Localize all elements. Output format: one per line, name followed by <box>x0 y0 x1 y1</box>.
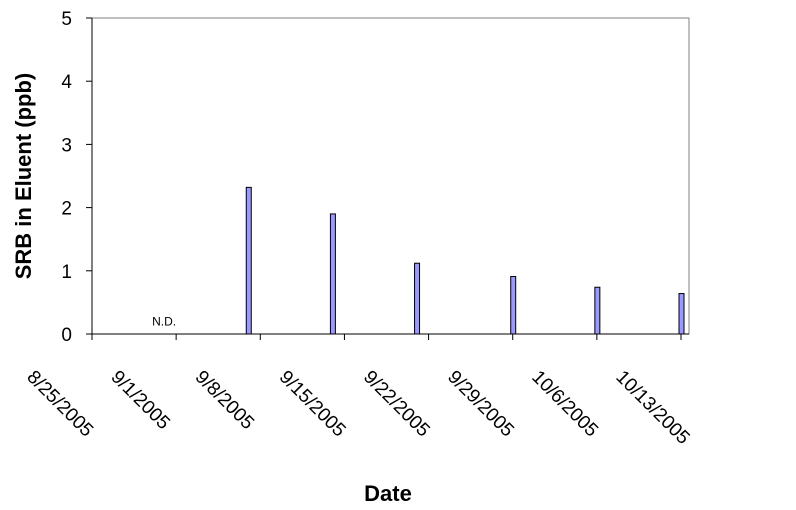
bar <box>510 275 517 335</box>
x-tick-label: 9/15/2005 <box>275 367 350 442</box>
x-tick-label: 10/13/2005 <box>611 367 693 449</box>
x-tick-label: 9/1/2005 <box>107 367 174 434</box>
y-tick-label: 4 <box>61 72 72 93</box>
bar <box>594 286 601 335</box>
y-axis-ticks: 0 1 2 3 4 5 <box>61 9 92 346</box>
y-tick-label: 3 <box>61 135 72 156</box>
y-tick-label: 2 <box>61 199 72 220</box>
nd-annotation: N.D. <box>152 314 176 328</box>
y-tick-label: 0 <box>61 325 72 346</box>
bar-group <box>245 186 685 335</box>
y-tick-label: 5 <box>61 9 72 30</box>
plot-area <box>91 17 690 335</box>
bar <box>245 186 252 335</box>
bar <box>329 213 336 335</box>
y-tick-label: 1 <box>61 262 72 283</box>
x-tick-label: 9/8/2005 <box>191 367 258 434</box>
x-tick-label: 9/22/2005 <box>359 367 434 442</box>
x-tick-label: 10/6/2005 <box>527 367 602 442</box>
x-axis-ticks: 8/25/2005 9/1/2005 9/8/2005 9/15/2005 9/22/2… <box>22 334 694 449</box>
bar <box>678 293 685 335</box>
y-axis-title: SRB in Eluent (ppb) <box>11 73 36 280</box>
x-tick-label: 8/25/2005 <box>22 367 97 442</box>
x-axis-title: Date <box>364 481 412 506</box>
bar <box>414 262 421 335</box>
annotations: N.D. <box>152 314 176 328</box>
x-tick-label: 9/29/2005 <box>443 367 518 442</box>
